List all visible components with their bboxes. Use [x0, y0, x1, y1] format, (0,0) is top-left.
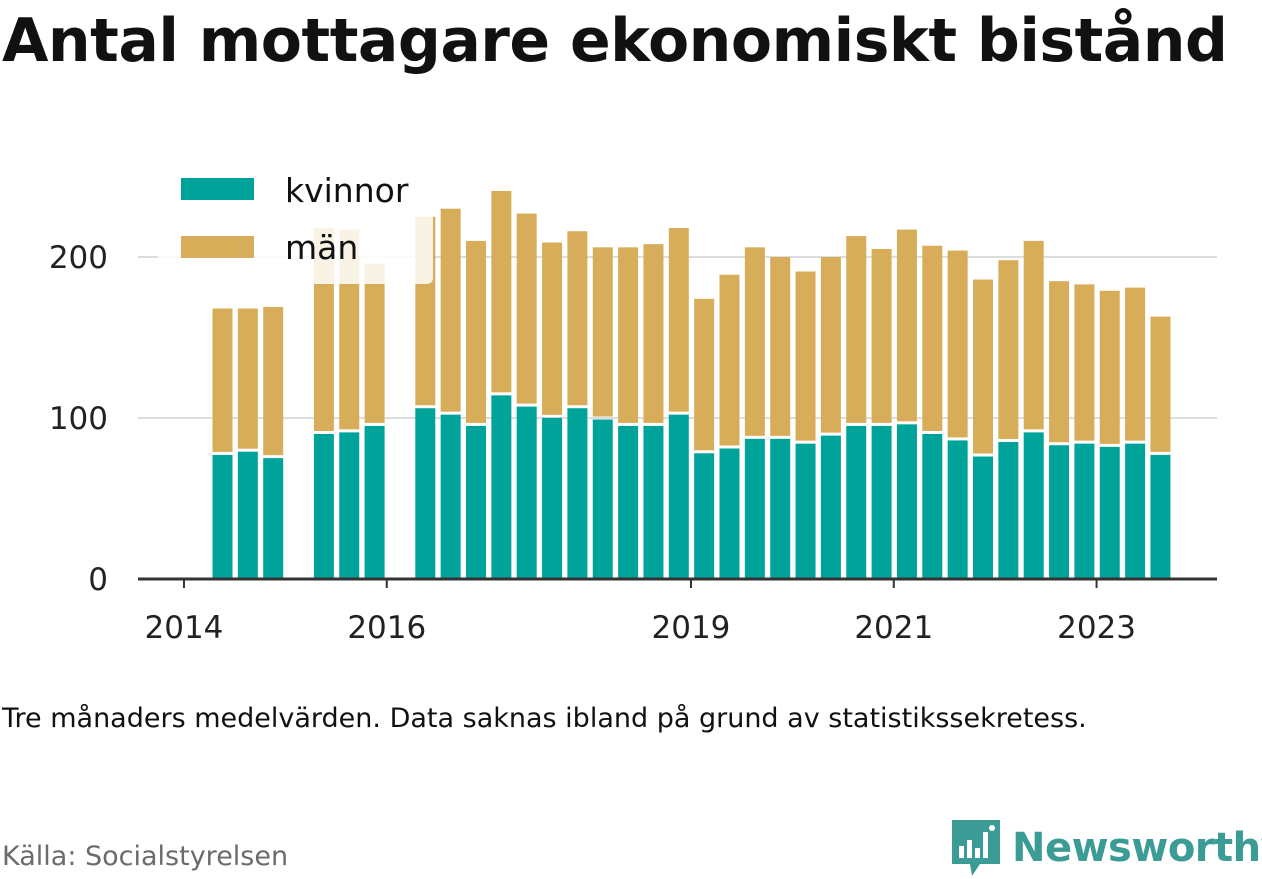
chart-title: Antal mottagare ekonomiskt bistånd	[2, 6, 1228, 76]
bar-kvinnor	[364, 425, 385, 579]
legend: kvinnor män	[158, 170, 433, 284]
bar-kvinnor	[263, 458, 284, 579]
bar-man	[922, 245, 943, 431]
bar-man	[592, 247, 613, 417]
bar-man	[364, 263, 385, 423]
bar-kvinnor	[643, 425, 664, 579]
bar-man	[212, 308, 233, 452]
bars	[212, 190, 1171, 579]
bar-kvinnor	[1125, 443, 1146, 579]
bar-man	[1023, 240, 1044, 430]
bar-kvinnor	[313, 433, 334, 579]
newsworthy-logo-icon	[952, 820, 1000, 876]
bar-kvinnor	[1150, 454, 1171, 579]
bar-kvinnor	[998, 442, 1019, 579]
bar-kvinnor	[770, 438, 791, 579]
legend-label-kvinnor: kvinnor	[285, 171, 409, 210]
legend-label-man: män	[285, 228, 358, 267]
bar-man	[466, 240, 486, 423]
bar-kvinnor	[1023, 432, 1044, 579]
bar-kvinnor	[567, 408, 588, 579]
bar-kvinnor	[668, 414, 689, 579]
bar-kvinnor	[871, 425, 892, 579]
bar-man	[263, 306, 284, 456]
y-tick-label: 200	[49, 240, 108, 276]
bar-kvinnor	[719, 448, 740, 579]
bar-man	[770, 257, 791, 436]
bar-man	[1099, 290, 1120, 444]
bar-man	[491, 190, 512, 393]
bar-man	[1125, 287, 1146, 441]
bar-man	[440, 208, 461, 412]
bar-kvinnor	[415, 408, 436, 579]
bar-kvinnor	[440, 414, 461, 579]
bar-man	[694, 298, 715, 451]
bar-kvinnor	[516, 406, 537, 579]
bar-kvinnor	[922, 433, 943, 579]
bar-kvinnor	[896, 424, 917, 579]
bar-kvinnor	[237, 451, 258, 579]
x-tick-label: 2014	[145, 610, 224, 646]
bar-man	[820, 257, 841, 433]
axes: 2014 2016 2019 2021 2023	[138, 577, 1217, 646]
x-tick-label: 2019	[652, 610, 731, 646]
bar-kvinnor	[212, 454, 233, 579]
bar-kvinnor	[618, 425, 639, 579]
bar-kvinnor	[1099, 446, 1120, 579]
bar-man	[542, 242, 563, 415]
bar-man	[237, 308, 258, 449]
bar-kvinnor	[542, 417, 563, 579]
bar-kvinnor	[1049, 445, 1070, 579]
bar-kvinnor	[744, 438, 765, 579]
bar-kvinnor	[491, 395, 512, 579]
bar-man	[516, 213, 537, 404]
bar-man	[567, 231, 588, 406]
x-tick-label: 2021	[854, 610, 933, 646]
bar-kvinnor	[339, 432, 360, 579]
bar-man	[896, 229, 917, 422]
bar-man	[846, 236, 867, 423]
bar-man	[795, 271, 816, 441]
brand-name: Newsworthy	[1012, 825, 1262, 871]
newsworthy-logo: Newsworthy	[950, 818, 1262, 878]
bar-kvinnor	[592, 419, 613, 579]
chart-note: Tre månaders medelvärden. Data saknas ib…	[2, 703, 1087, 734]
bar-man	[871, 248, 892, 423]
bar-kvinnor	[694, 453, 715, 579]
x-tick-label: 2016	[347, 610, 426, 646]
bar-man	[744, 247, 765, 436]
bar-man	[1150, 316, 1171, 452]
bar-kvinnor	[466, 425, 486, 579]
bar-man	[668, 228, 689, 412]
y-tick-label: 100	[49, 401, 108, 437]
legend-swatch-man	[181, 236, 254, 258]
bar-man	[1074, 284, 1095, 441]
bar-kvinnor	[947, 440, 968, 579]
bar-kvinnor	[846, 425, 867, 579]
bar-man	[973, 279, 993, 454]
legend-swatch-kvinnor	[181, 178, 254, 200]
bar-kvinnor	[795, 443, 816, 579]
bar-man	[998, 260, 1019, 440]
source-label: Källa: Socialstyrelsen	[2, 841, 289, 872]
bar-man	[643, 244, 664, 423]
bar-man	[618, 247, 639, 423]
y-tick-label: 0	[88, 562, 108, 598]
bar-man	[947, 250, 968, 438]
bar-kvinnor	[973, 456, 993, 579]
bar-man	[1049, 281, 1070, 443]
bar-kvinnor	[1074, 443, 1095, 579]
x-tick-label: 2023	[1057, 610, 1136, 646]
stacked-bar-chart: 0 100 200 2014 2016 2019 2021 2023 kvinnor män	[49, 170, 1217, 646]
bar-kvinnor	[820, 435, 841, 579]
bar-man	[719, 274, 740, 446]
